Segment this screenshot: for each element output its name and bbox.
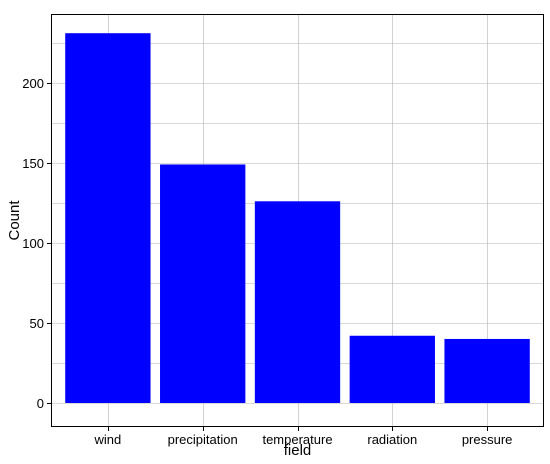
x-axis-ticks: wind precipitation temperature radiation pre… bbox=[94, 427, 513, 447]
y-tick-label: 100 bbox=[22, 236, 44, 251]
y-axis-title: Count bbox=[6, 200, 23, 241]
x-tick-label: radiation bbox=[367, 432, 417, 447]
x-tick-label: pressure bbox=[462, 432, 513, 447]
plot-border bbox=[51, 14, 544, 427]
bar-precipitation bbox=[160, 164, 246, 403]
bar-wind bbox=[65, 33, 151, 403]
x-tick-label: precipitation bbox=[168, 432, 238, 447]
bar-radiation bbox=[349, 335, 435, 403]
y-tick-label: 0 bbox=[37, 396, 44, 411]
y-axis-ticks: 0 50 100 150 200 bbox=[22, 76, 51, 411]
y-tick-label: 150 bbox=[22, 156, 44, 171]
x-axis-title: field bbox=[284, 442, 312, 459]
y-tick-label: 50 bbox=[30, 316, 44, 331]
x-tick-label: wind bbox=[94, 432, 122, 447]
bars bbox=[65, 33, 530, 403]
x-tick-label: temperature bbox=[262, 432, 332, 447]
y-tick-label: 200 bbox=[22, 76, 44, 91]
bar-temperature bbox=[254, 201, 341, 403]
bar-pressure bbox=[444, 338, 530, 403]
